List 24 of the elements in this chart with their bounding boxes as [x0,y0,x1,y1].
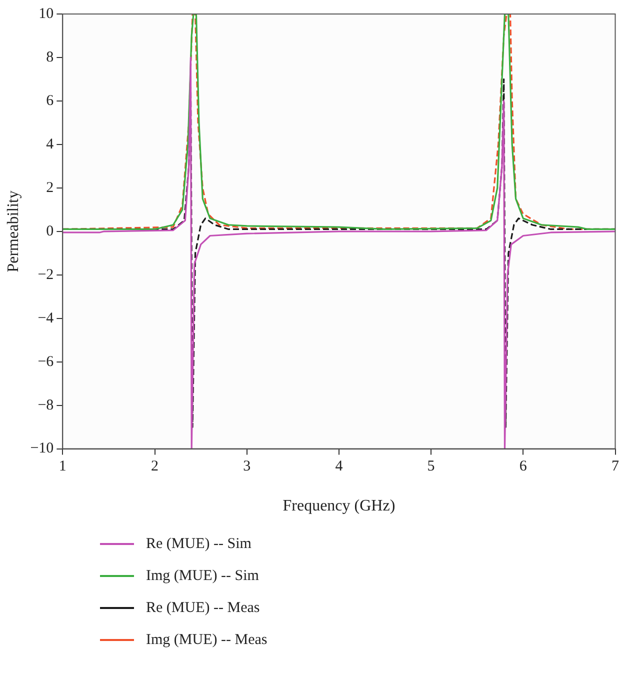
y-tick-label: 10 [38,6,54,22]
legend-label: Re (MUE) -- Meas [146,600,260,616]
y-tick-label: 6 [46,92,54,109]
y-axis-title: Permeability [4,190,22,272]
y-tick-label: −8 [38,397,54,414]
y-tick-label: −6 [38,354,54,370]
legend-label: Img (MUE) -- Sim [146,568,259,584]
x-tick-label: 3 [243,458,251,475]
x-tick-label: 7 [612,458,620,475]
y-tick-label: −10 [30,440,54,457]
y-tick-label: 8 [46,49,54,66]
x-tick-label: 1 [58,458,66,475]
x-tick-label: 4 [335,458,344,475]
y-tick-label: 2 [46,180,54,196]
legend-label: Re (MUE) -- Sim [146,536,252,552]
legend-label: Img (MUE) -- Meas [146,632,268,648]
x-tick-label: 2 [151,458,159,475]
x-tick-label: 5 [427,458,435,475]
y-tick-label: −4 [38,310,54,326]
x-axis-title: Frequency (GHz) [282,498,396,515]
y-tick-label: 4 [46,136,54,152]
y-tick-label: 0 [46,223,54,240]
x-tick-label: 6 [519,458,528,475]
y-tick-label: −2 [38,266,54,283]
